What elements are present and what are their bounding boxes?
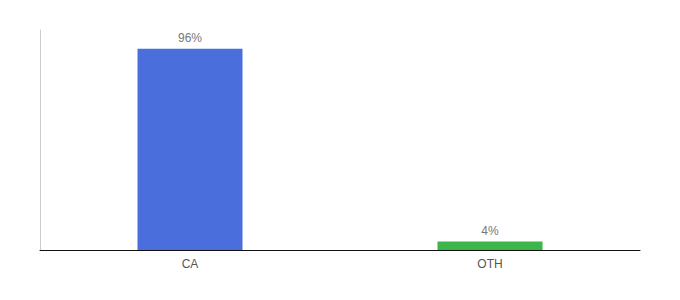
svg-text:4%: 4% [481, 224, 499, 238]
svg-text:96%: 96% [178, 31, 202, 45]
svg-text:OTH: OTH [477, 257, 502, 271]
svg-text:CA: CA [182, 257, 199, 271]
